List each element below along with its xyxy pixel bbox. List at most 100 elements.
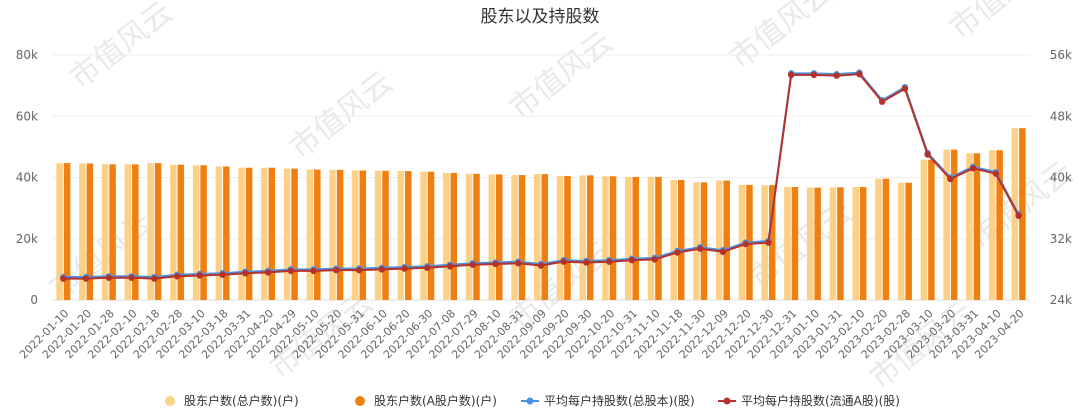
bar-a-share-households: [427, 171, 435, 300]
gridlines: [52, 54, 1030, 301]
bar-total-households: [624, 176, 632, 300]
watermark-text: 市值风云: [503, 25, 619, 126]
y-left-tick-label: 40k: [16, 171, 38, 185]
bar-total-households: [693, 182, 700, 300]
point-avg-float-a: [674, 249, 681, 256]
bar-a-share-households: [859, 186, 867, 300]
bar-total-households: [897, 182, 905, 300]
point-avg-float-a: [583, 259, 590, 266]
legend-marker: [355, 396, 365, 406]
bar-total-households: [556, 175, 564, 300]
bar-a-share-households: [132, 164, 139, 300]
bar-a-share-households: [405, 171, 412, 300]
y-right-tick-label: 32k: [1050, 232, 1072, 246]
bar-total-households: [397, 171, 405, 300]
bar-total-households: [170, 164, 177, 300]
bar-total-households: [829, 187, 837, 300]
chart-title: 股东以及持股数: [481, 7, 600, 27]
y-left-tick-label: 80k: [16, 48, 38, 62]
bar-a-share-households: [245, 167, 253, 300]
bar-total-households: [465, 173, 473, 300]
y-left-tick-label: 0: [30, 293, 38, 307]
point-avg-float-a: [742, 240, 749, 248]
bar-a-share-households: [950, 149, 958, 300]
bar-a-share-households: [882, 178, 890, 300]
legend[interactable]: 股东户数(总户数)(户) 股东户数(A股户数)(户) 平均每户持股数(总股本)(股)…: [165, 393, 900, 408]
bar-a-share-households: [314, 169, 321, 300]
bar-total-households: [988, 150, 996, 300]
point-avg-float-a: [264, 269, 272, 276]
point-avg-float-a: [287, 267, 295, 275]
bar-a-share-households: [768, 185, 776, 300]
y-axis-right: 24k 32k 40k 48k 56k: [1050, 48, 1072, 307]
bar-a-share-households: [177, 164, 185, 300]
watermark-text: 市值风云: [723, 0, 839, 76]
bar-a-share-households: [86, 163, 94, 300]
bar-total-households: [920, 159, 928, 300]
y-right-tick-label: 24k: [1050, 293, 1072, 307]
point-avg-float-a: [401, 265, 408, 272]
bar-a-share-households: [791, 186, 799, 300]
point-avg-float-a: [105, 274, 113, 281]
bar-a-share-households: [200, 165, 207, 300]
point-avg-float-a: [310, 267, 317, 275]
point-avg-float-a: [355, 266, 363, 274]
point-avg-float-a: [901, 85, 909, 92]
point-avg-float-a: [424, 264, 431, 272]
bar-total-households: [443, 172, 450, 300]
bar-a-share-households: [518, 175, 526, 300]
point-avg-float-a: [810, 71, 818, 79]
y-axis-left: 0 20k 40k 60k 80k: [16, 48, 38, 307]
bar-total-households: [101, 164, 109, 300]
bar-total-households: [875, 178, 882, 300]
bar-total-households: [283, 168, 291, 300]
point-avg-float-a: [128, 274, 135, 281]
bar-a-share-households: [473, 173, 480, 300]
bar-a-share-households: [996, 150, 1003, 300]
bar-total-households: [806, 187, 814, 300]
bar-a-share-households: [973, 153, 981, 300]
bar-a-share-households: [359, 170, 367, 300]
bar-total-households: [579, 175, 586, 300]
point-avg-float-a: [697, 245, 704, 252]
bar-a-share-households: [63, 163, 71, 300]
point-avg-float-a: [628, 256, 636, 264]
bar-total-households: [738, 184, 746, 300]
bar-total-households: [215, 166, 223, 300]
legend-item[interactable]: 股东户数(总户数)(户): [165, 393, 299, 408]
bar-a-share-households: [1019, 128, 1026, 300]
watermark-text: 市值风云: [283, 65, 399, 166]
bar-total-households: [124, 164, 132, 300]
bar-a-share-households: [837, 187, 844, 300]
bar-a-share-households: [564, 175, 571, 300]
point-avg-float-a: [378, 266, 385, 273]
point-avg-float-a: [787, 71, 795, 79]
bar-a-share-households: [814, 187, 821, 300]
y-left-tick-label: 60k: [16, 109, 38, 123]
bar-total-households: [647, 176, 655, 300]
point-avg-float-a: [173, 273, 181, 280]
point-avg-float-a: [242, 270, 249, 277]
legend-item[interactable]: 股东户数(A股户数)(户): [355, 393, 497, 408]
point-avg-float-a: [196, 272, 204, 279]
legend-item[interactable]: 平均每户持股数(流通A股)(股): [718, 393, 900, 408]
bar-a-share-households: [586, 175, 594, 300]
bar-a-share-households: [677, 179, 685, 300]
bar-a-share-households: [655, 176, 662, 300]
bar-a-share-households: [541, 174, 548, 300]
legend-label: 平均每户持股数(流通A股)(股): [741, 393, 900, 408]
bar-a-share-households: [723, 180, 730, 300]
point-avg-float-a: [651, 256, 658, 263]
legend-label: 股东户数(A股户数)(户): [374, 393, 497, 408]
bar-a-share-households: [700, 182, 708, 300]
point-avg-float-a: [60, 275, 67, 282]
point-avg-float-a: [333, 266, 340, 274]
bar-a-share-households: [336, 169, 344, 300]
bar-total-households: [943, 149, 950, 300]
line-series: [60, 69, 1022, 282]
bar-a-share-households: [223, 166, 230, 300]
point-avg-float-a: [560, 258, 567, 265]
legend-item[interactable]: 平均每户持股数(总股本)(股): [521, 393, 695, 408]
point-avg-float-a: [1015, 212, 1022, 219]
bar-total-households: [966, 153, 973, 300]
